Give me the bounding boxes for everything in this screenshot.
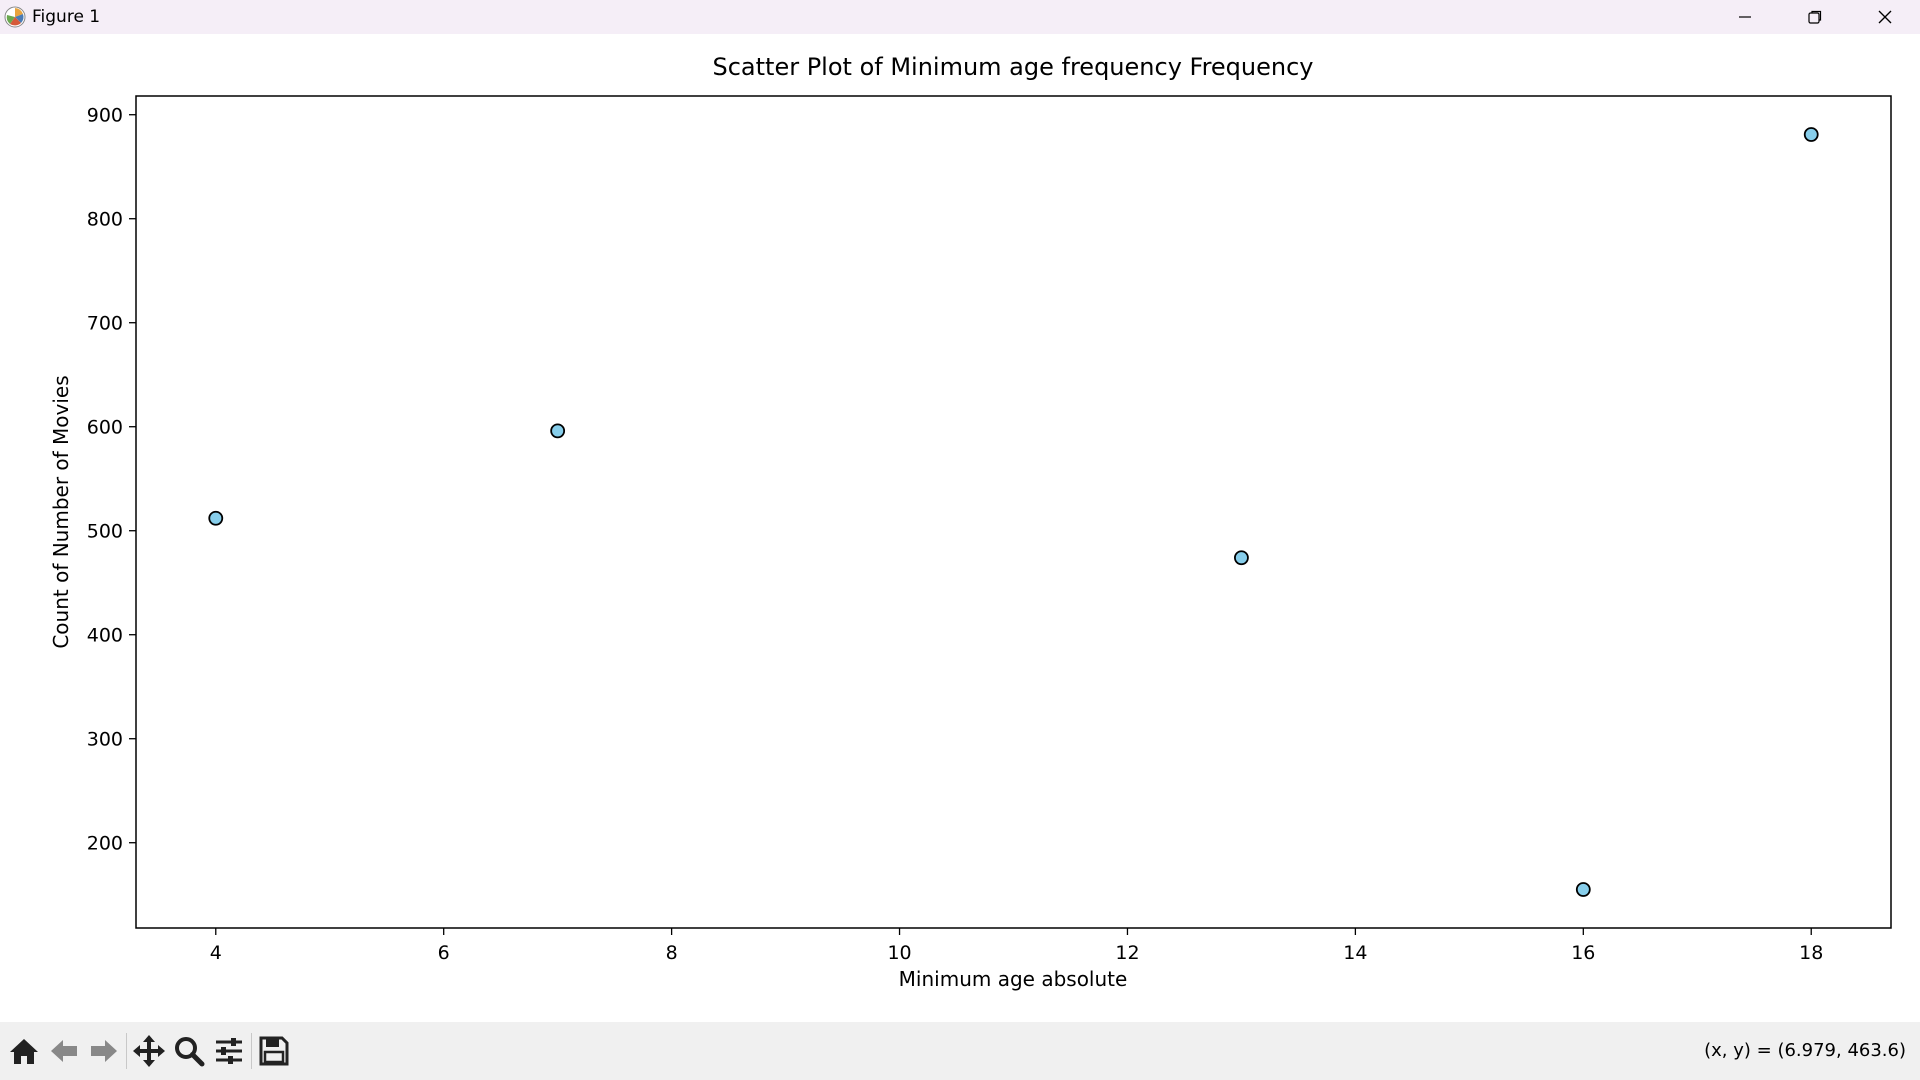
minimize-button[interactable] <box>1710 0 1780 34</box>
x-tick-label: 10 <box>887 942 911 964</box>
forward-button[interactable] <box>84 1029 124 1073</box>
y-tick-label: 700 <box>87 313 123 335</box>
y-tick-label: 900 <box>87 105 123 127</box>
save-icon <box>259 1036 289 1066</box>
back-arrow-icon <box>51 1040 77 1062</box>
x-tick-label: 14 <box>1343 942 1367 964</box>
x-axis-label: Minimum age absolute <box>899 967 1128 991</box>
home-button[interactable] <box>4 1029 44 1073</box>
minimize-icon <box>1739 16 1751 18</box>
x-tick-label: 16 <box>1571 942 1595 964</box>
scatter-chart: Scatter Plot of Minimum age frequency Fr… <box>49 53 1892 991</box>
restore-icon <box>1808 10 1822 24</box>
scatter-point <box>1234 550 1249 566</box>
y-tick-label: 200 <box>87 833 123 855</box>
scatter-point <box>550 423 566 439</box>
close-button[interactable] <box>1850 0 1920 34</box>
scatter-point <box>208 510 224 526</box>
home-icon <box>10 1039 38 1064</box>
plot-area <box>135 95 1892 929</box>
cursor-coordinates: (x, y) = (6.979, 463.6) <box>1704 1040 1906 1061</box>
back-button[interactable] <box>44 1029 84 1073</box>
y-tick-label: 300 <box>87 729 123 751</box>
configure-subplots-icon <box>216 1038 242 1064</box>
chart-title: Scatter Plot of Minimum age frequency Fr… <box>712 53 1313 81</box>
configure-subplots-button[interactable] <box>209 1029 249 1073</box>
scatter-point <box>1803 127 1819 142</box>
matplotlib-logo-icon <box>2 4 28 30</box>
y-tick-label: 500 <box>87 521 123 543</box>
y-tick-label: 600 <box>87 417 123 439</box>
y-tick-label: 800 <box>87 209 123 231</box>
scatter-point <box>1575 882 1591 897</box>
pan-button[interactable] <box>129 1029 169 1073</box>
restore-button[interactable] <box>1780 0 1850 34</box>
save-button[interactable] <box>254 1029 294 1073</box>
y-axis-label: Count of Number of Movies <box>49 375 73 648</box>
forward-arrow-icon <box>91 1040 117 1062</box>
x-tick-label: 18 <box>1799 942 1823 964</box>
close-icon <box>1878 10 1892 24</box>
window-title: Figure 1 <box>32 7 101 27</box>
toolbar-separator <box>251 1033 252 1069</box>
x-tick-label: 12 <box>1115 942 1139 964</box>
pan-icon <box>133 1035 165 1067</box>
x-tick-label: 6 <box>438 942 450 964</box>
toolbar-separator <box>126 1033 127 1069</box>
x-tick-label: 4 <box>210 942 222 964</box>
x-tick-label: 8 <box>666 942 678 964</box>
window-titlebar: Figure 1 <box>0 0 1920 34</box>
y-tick-label: 400 <box>87 625 123 647</box>
navigation-toolbar <box>0 1022 1920 1080</box>
zoom-icon <box>175 1037 205 1067</box>
zoom-button[interactable] <box>169 1029 209 1073</box>
figure-canvas[interactable]: Scatter Plot of Minimum age frequency Fr… <box>0 34 1920 1022</box>
